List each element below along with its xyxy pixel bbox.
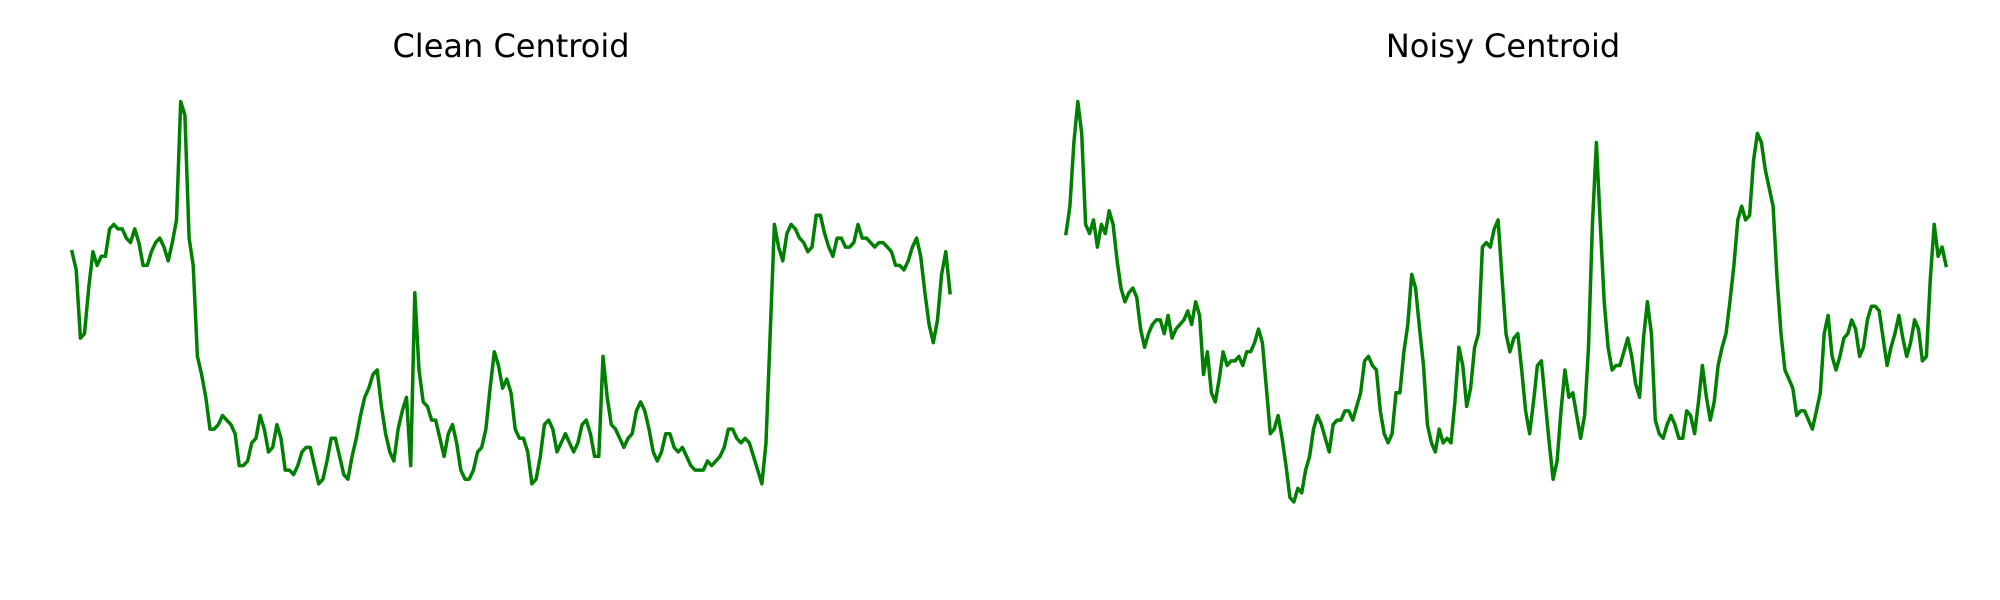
series-line <box>69 99 952 486</box>
series-line <box>1064 99 1949 504</box>
chart-title: Noisy Centroid <box>1386 27 1620 65</box>
chart-clean-centroid: Clean Centroid <box>69 27 952 486</box>
chart-title: Clean Centroid <box>392 27 629 65</box>
chart-noisy-centroid: Noisy Centroid <box>1064 27 1949 504</box>
